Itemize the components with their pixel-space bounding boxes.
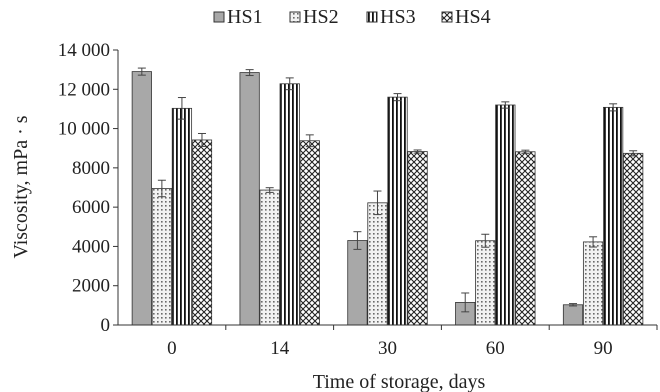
y-tick-label: 0 [101, 315, 111, 336]
error-bar-hs3-14 [285, 77, 294, 91]
error-bar-hs1-0 [137, 67, 146, 76]
bar-hs1-90 [562, 304, 584, 326]
bar-hs4-0 [191, 139, 213, 326]
bar-hs1-14 [239, 72, 260, 326]
bar-hs1-30 [347, 240, 368, 326]
y-tick-label: 6000 [72, 197, 110, 218]
legend-item-hs4: HS4 [441, 6, 491, 28]
legend-label-hs2: HS2 [303, 6, 339, 28]
y-axis-title: Viscosity, mPa · s [10, 115, 32, 258]
bar-hs2-30 [367, 202, 388, 326]
error-bar-hs1-30 [353, 231, 362, 250]
error-bar-hs3-0 [177, 97, 186, 120]
error-bar-hs4-60 [521, 149, 530, 154]
error-bar-hs4-14 [305, 134, 314, 148]
bar-hs4-14 [299, 140, 320, 326]
legend: HS1 HS2 HS3 HS4 [213, 6, 491, 28]
y-tick-label: 10 000 [58, 119, 110, 140]
bar-hs1-0 [131, 71, 152, 326]
y-axis-ticks: 0 2000 4000 6000 8000 10 000 12 000 14 000 [58, 40, 118, 336]
legend-item-hs2: HS2 [289, 6, 339, 28]
error-bar-hs1-90 [569, 303, 578, 307]
bars [131, 67, 644, 326]
error-bar-hs2-0 [157, 179, 166, 198]
bar-hs3-0 [171, 107, 193, 326]
x-tick-label: 90 [594, 338, 613, 359]
error-bar-hs3-90 [609, 103, 618, 112]
y-tick-label: 4000 [72, 236, 110, 257]
x-tick-label: 14 [270, 338, 290, 359]
bar-hs2-60 [475, 240, 496, 326]
error-bar-hs2-60 [481, 233, 490, 248]
error-bar-hs2-90 [589, 236, 598, 248]
legend-swatch-hs4 [441, 11, 453, 23]
error-bar-hs2-30 [373, 190, 382, 216]
bar-hs3-90 [603, 106, 624, 326]
bar-hs4-60 [515, 151, 536, 326]
bar-hs2-90 [582, 241, 604, 326]
bar-hs2-14 [259, 189, 280, 326]
error-bar-hs1-60 [461, 292, 470, 313]
legend-item-hs3: HS3 [366, 6, 416, 28]
x-axis-title: Time of storage, days [313, 371, 486, 392]
x-axis-ticks: 0 14 30 60 90 [167, 325, 658, 359]
x-tick-label: 60 [486, 338, 505, 359]
y-tick-label: 2000 [72, 276, 110, 297]
error-bar-hs4-0 [197, 132, 206, 147]
x-tick-label: 30 [378, 338, 397, 359]
error-bar-hs3-60 [501, 101, 510, 109]
legend-item-hs1: HS1 [213, 6, 263, 28]
error-bar-hs3-30 [393, 93, 402, 102]
legend-swatch-hs2 [289, 11, 301, 23]
legend-swatch-hs1 [213, 11, 225, 23]
bar-hs3-14 [279, 83, 300, 326]
legend-label-hs1: HS1 [227, 6, 263, 28]
bar-hs3-60 [495, 104, 516, 326]
error-bar-hs4-90 [629, 150, 638, 157]
error-bar-hs4-30 [413, 149, 422, 154]
bar-hs4-90 [623, 152, 644, 326]
bar-hs2-0 [151, 188, 172, 326]
y-tick-label: 12 000 [58, 79, 110, 100]
error-bar-hs2-14 [265, 187, 274, 193]
legend-swatch-hs3 [366, 11, 378, 23]
legend-label-hs4: HS4 [455, 6, 491, 28]
y-tick-label: 14 000 [58, 40, 110, 61]
x-tick-label: 0 [167, 338, 177, 359]
bar-hs3-30 [387, 96, 408, 326]
error-bar-hs1-14 [245, 69, 254, 77]
bar-hs4-30 [407, 151, 428, 326]
legend-label-hs3: HS3 [380, 6, 416, 28]
y-tick-label: 8000 [72, 158, 110, 179]
